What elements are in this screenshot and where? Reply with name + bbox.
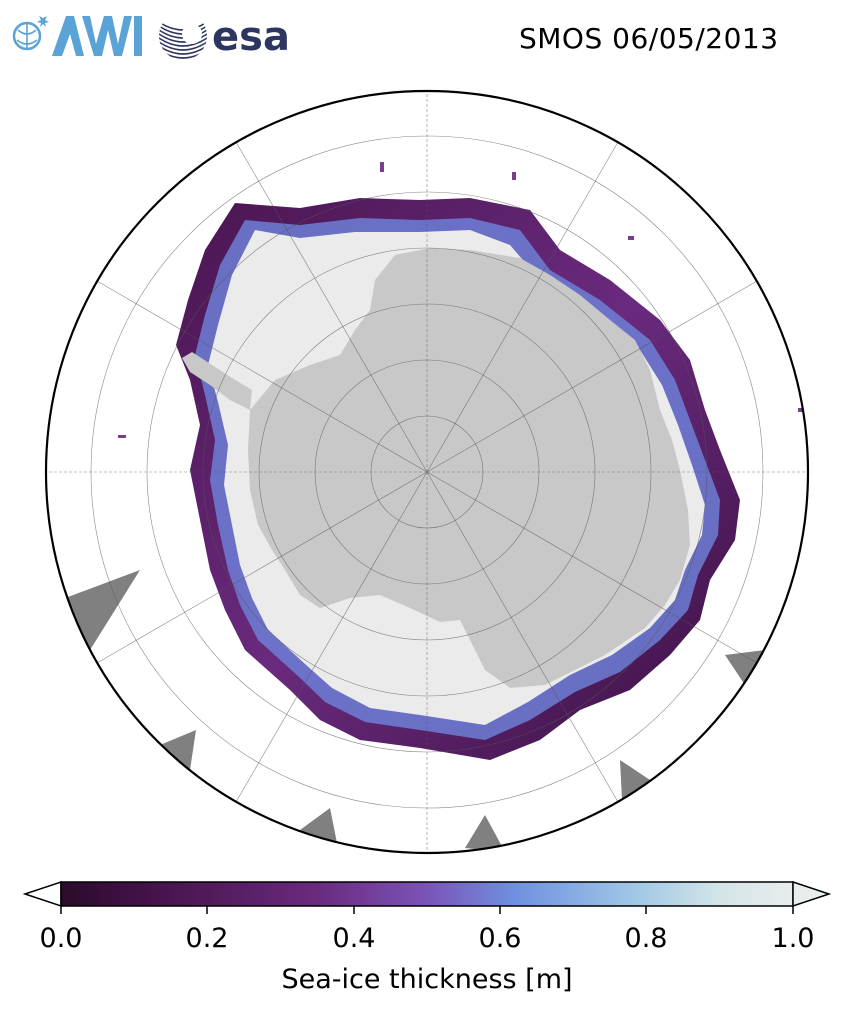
missing-data-wedge (725, 650, 765, 685)
colorbar-label: Sea-ice thickness [m] (281, 964, 573, 995)
awi-logo (12, 14, 142, 56)
colorbar-tick-label: 0.4 (332, 923, 376, 954)
colorbar-tick-label: 0.8 (624, 923, 668, 954)
missing-data-wedge (160, 730, 196, 770)
colorbar-tick-label: 0.2 (185, 923, 229, 954)
antarctica-land (248, 248, 690, 688)
svg-text:esa: esa (212, 14, 290, 60)
missing-data-wedge (620, 760, 650, 800)
colorbar-tick-label: 0.6 (478, 923, 522, 954)
antarctic-peninsula (182, 352, 252, 410)
colorbar-extend-high (792, 880, 832, 908)
colorbar-tick-label: 1.0 (771, 923, 815, 954)
colorbar (22, 880, 832, 914)
missing-data-wedge (300, 808, 338, 848)
missing-data-wedge (465, 815, 505, 852)
colorbar-tick-label: 0.0 (39, 923, 83, 954)
esa-logo: esa (159, 14, 290, 60)
map-boundary (44, 89, 810, 855)
polar-sea-ice-map (44, 89, 810, 855)
colorbar-extend-low (22, 880, 62, 908)
colorbar-gradient (60, 881, 794, 907)
map-title: SMOS 06/05/2013 (519, 22, 779, 55)
